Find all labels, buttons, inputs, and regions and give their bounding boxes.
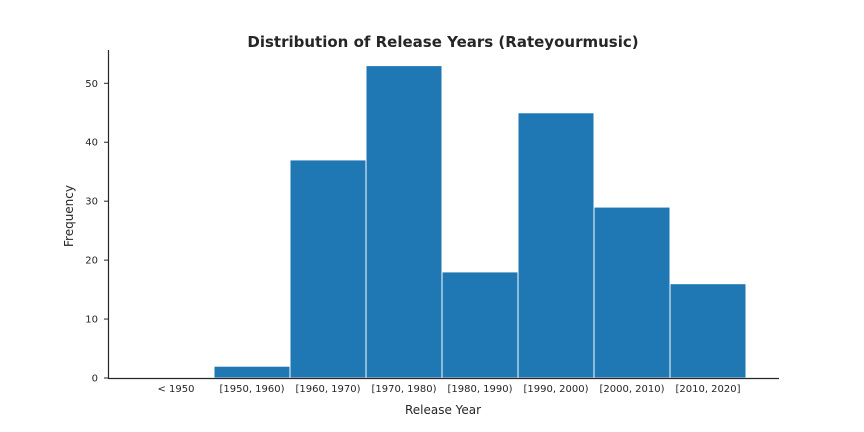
y-tick-label: 30 — [85, 197, 98, 208]
bar-6 — [593, 206, 671, 379]
y-axis-label: Frequency — [62, 185, 76, 247]
y-tick-label: 40 — [85, 138, 98, 149]
x-tick-label: [1990, 2000) — [523, 384, 588, 395]
x-tick-label: [1960, 1970) — [295, 384, 360, 395]
y-tick-label: 20 — [85, 256, 98, 267]
y-tick-label: 0 — [92, 374, 98, 385]
x-tick-label: [1950, 1960) — [219, 384, 284, 395]
x-tick-label: [1980, 1990) — [447, 384, 512, 395]
bars-group — [213, 65, 747, 379]
x-tick-label: [2000, 2010) — [599, 384, 664, 395]
bar-1 — [213, 365, 291, 379]
y-tick-label: 10 — [85, 315, 98, 326]
x-tick-label: < 1950 — [157, 384, 194, 395]
chart-title: Distribution of Release Years (Rateyourm… — [247, 33, 638, 51]
x-tick-label: [2010, 2020] — [675, 384, 740, 395]
bar-5 — [517, 112, 595, 379]
bar-7 — [669, 283, 747, 379]
y-axis-ticks: 0 10 20 30 40 50 — [85, 79, 108, 385]
bar-2 — [289, 159, 367, 379]
bar-4 — [441, 271, 519, 379]
x-axis-label: Release Year — [405, 403, 481, 417]
x-tick-label: [1970, 1980) — [371, 384, 436, 395]
y-tick-label: 50 — [85, 79, 98, 90]
bar-3 — [365, 65, 443, 379]
x-axis-ticks: < 1950 [1950, 1960) [1960, 1970) [1970, 198… — [157, 384, 740, 395]
